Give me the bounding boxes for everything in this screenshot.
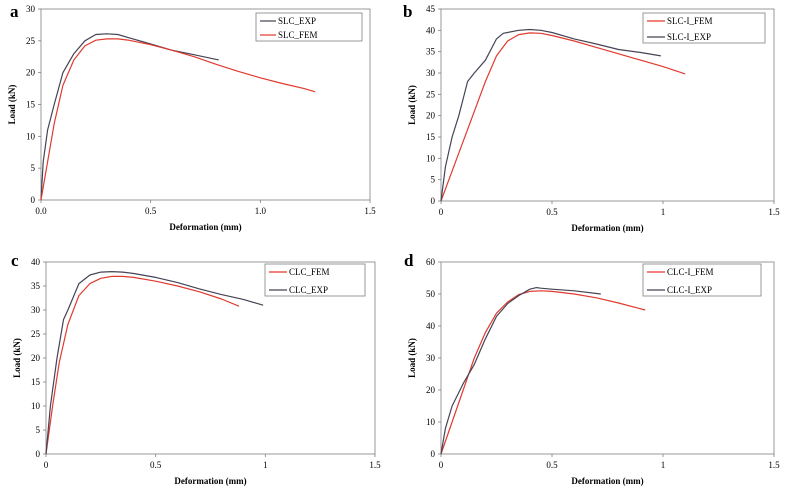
y-tick-label: 15 <box>426 132 436 142</box>
series-line-SLC_FEM <box>40 38 316 201</box>
y-tick-label: 30 <box>426 353 436 363</box>
y-tick-label: 60 <box>426 257 436 267</box>
panel-letter: b <box>403 2 412 21</box>
y-tick-label: 40 <box>426 321 436 331</box>
x-tick-label: 1.5 <box>364 206 376 216</box>
y-tick-label: 10 <box>426 153 436 163</box>
x-tick-label: 1 <box>661 460 666 470</box>
series-line-CLC_EXP <box>45 271 264 455</box>
y-tick-label: 35 <box>31 281 41 291</box>
y-tick-label: 15 <box>26 100 36 110</box>
legend: SLC-I_FEM SLC-I_EXP <box>642 12 766 44</box>
x-tick-label: 1.5 <box>768 460 780 470</box>
y-tick-label: 50 <box>426 289 436 299</box>
series-line-CLC_FEM <box>45 275 240 455</box>
x-tick-label: 0.5 <box>145 206 157 216</box>
series-line-SLC-I_FEM <box>440 32 686 202</box>
series-line-CLC-I_FEM <box>440 290 646 455</box>
y-tick-label: 10 <box>31 401 41 411</box>
y-tick-label: 5 <box>431 175 436 185</box>
y-tick-label: 5 <box>36 425 41 435</box>
x-tick-label: 1.0 <box>255 206 267 216</box>
legend-box <box>255 12 363 42</box>
y-tick-label: 35 <box>426 47 436 57</box>
legend-label: CLC_FEM <box>289 267 330 277</box>
y-tick-label: 0 <box>431 196 436 206</box>
x-tick-label: 0 <box>439 207 444 217</box>
x-axis-title: Deformation (mm) <box>169 222 241 232</box>
y-tick-label: 20 <box>426 385 436 395</box>
y-tick-label: 10 <box>26 131 36 141</box>
y-tick-label: 20 <box>426 111 436 121</box>
y-axis-title: Load (kN) <box>407 338 417 378</box>
legend-box <box>642 12 766 44</box>
y-tick-label: 45 <box>426 4 436 14</box>
legend: SLC_EXP SLC_FEM <box>255 12 363 42</box>
y-tick-label: 40 <box>31 257 41 267</box>
legend-label: CLC-I_FEM <box>667 267 714 277</box>
panel-letter: d <box>404 251 414 270</box>
y-tick-label: 20 <box>26 68 36 78</box>
y-tick-label: 0 <box>431 449 436 459</box>
y-tick-label: 30 <box>426 68 436 78</box>
x-tick-label: 1.5 <box>768 207 780 217</box>
y-tick-label: 25 <box>31 329 41 339</box>
x-axis-title: Deformation (mm) <box>571 223 643 233</box>
y-tick-label: 5 <box>31 163 36 173</box>
legend-box <box>642 263 762 297</box>
legend-label: SLC_FEM <box>278 30 318 40</box>
panel-letter: a <box>10 2 19 21</box>
y-tick-label: 0 <box>31 195 36 205</box>
y-tick-label: 15 <box>31 377 41 387</box>
y-tick-label: 25 <box>26 36 36 46</box>
legend-label: CLC_EXP <box>289 285 328 295</box>
x-tick-label: 0 <box>439 460 444 470</box>
x-tick-label: 1 <box>263 460 268 470</box>
legend: CLC-I_FEM CLC-I_EXP <box>642 263 762 297</box>
plot-area <box>440 8 775 202</box>
x-tick-label: 0.0 <box>35 206 47 216</box>
legend-label: CLC-I_EXP <box>667 285 712 295</box>
y-axis-title: Load (kN) <box>407 85 417 125</box>
legend-label: SLC_EXP <box>278 16 316 26</box>
x-tick-label: 0.5 <box>546 460 558 470</box>
y-tick-label: 20 <box>31 353 41 363</box>
y-axis-title: Load (kN) <box>12 338 22 378</box>
y-tick-label: 0 <box>36 449 41 459</box>
series-line-SLC-I_EXP <box>440 28 661 202</box>
y-tick-label: 25 <box>426 89 436 99</box>
legend-label: SLC-I_FEM <box>667 16 713 26</box>
x-tick-label: 1 <box>661 207 666 217</box>
y-tick-label: 40 <box>426 25 436 35</box>
legend-box <box>264 263 366 297</box>
x-tick-label: 0.5 <box>546 207 558 217</box>
y-axis-title: Load (kN) <box>7 85 17 125</box>
x-axis-title: Deformation (mm) <box>571 476 643 486</box>
y-tick-label: 30 <box>26 4 36 14</box>
y-tick-label: 30 <box>31 305 41 315</box>
legend-label: SLC-I_EXP <box>667 32 711 42</box>
x-tick-label: 0 <box>44 460 49 470</box>
x-axis-title: Deformation (mm) <box>174 476 246 486</box>
panel-letter: c <box>11 251 19 270</box>
series-line-CLC-I_EXP <box>440 287 601 455</box>
legend: CLC_FEM CLC_EXP <box>264 263 366 297</box>
y-tick-label: 10 <box>426 417 436 427</box>
x-tick-label: 0.5 <box>150 460 162 470</box>
x-tick-label: 1.5 <box>369 460 381 470</box>
